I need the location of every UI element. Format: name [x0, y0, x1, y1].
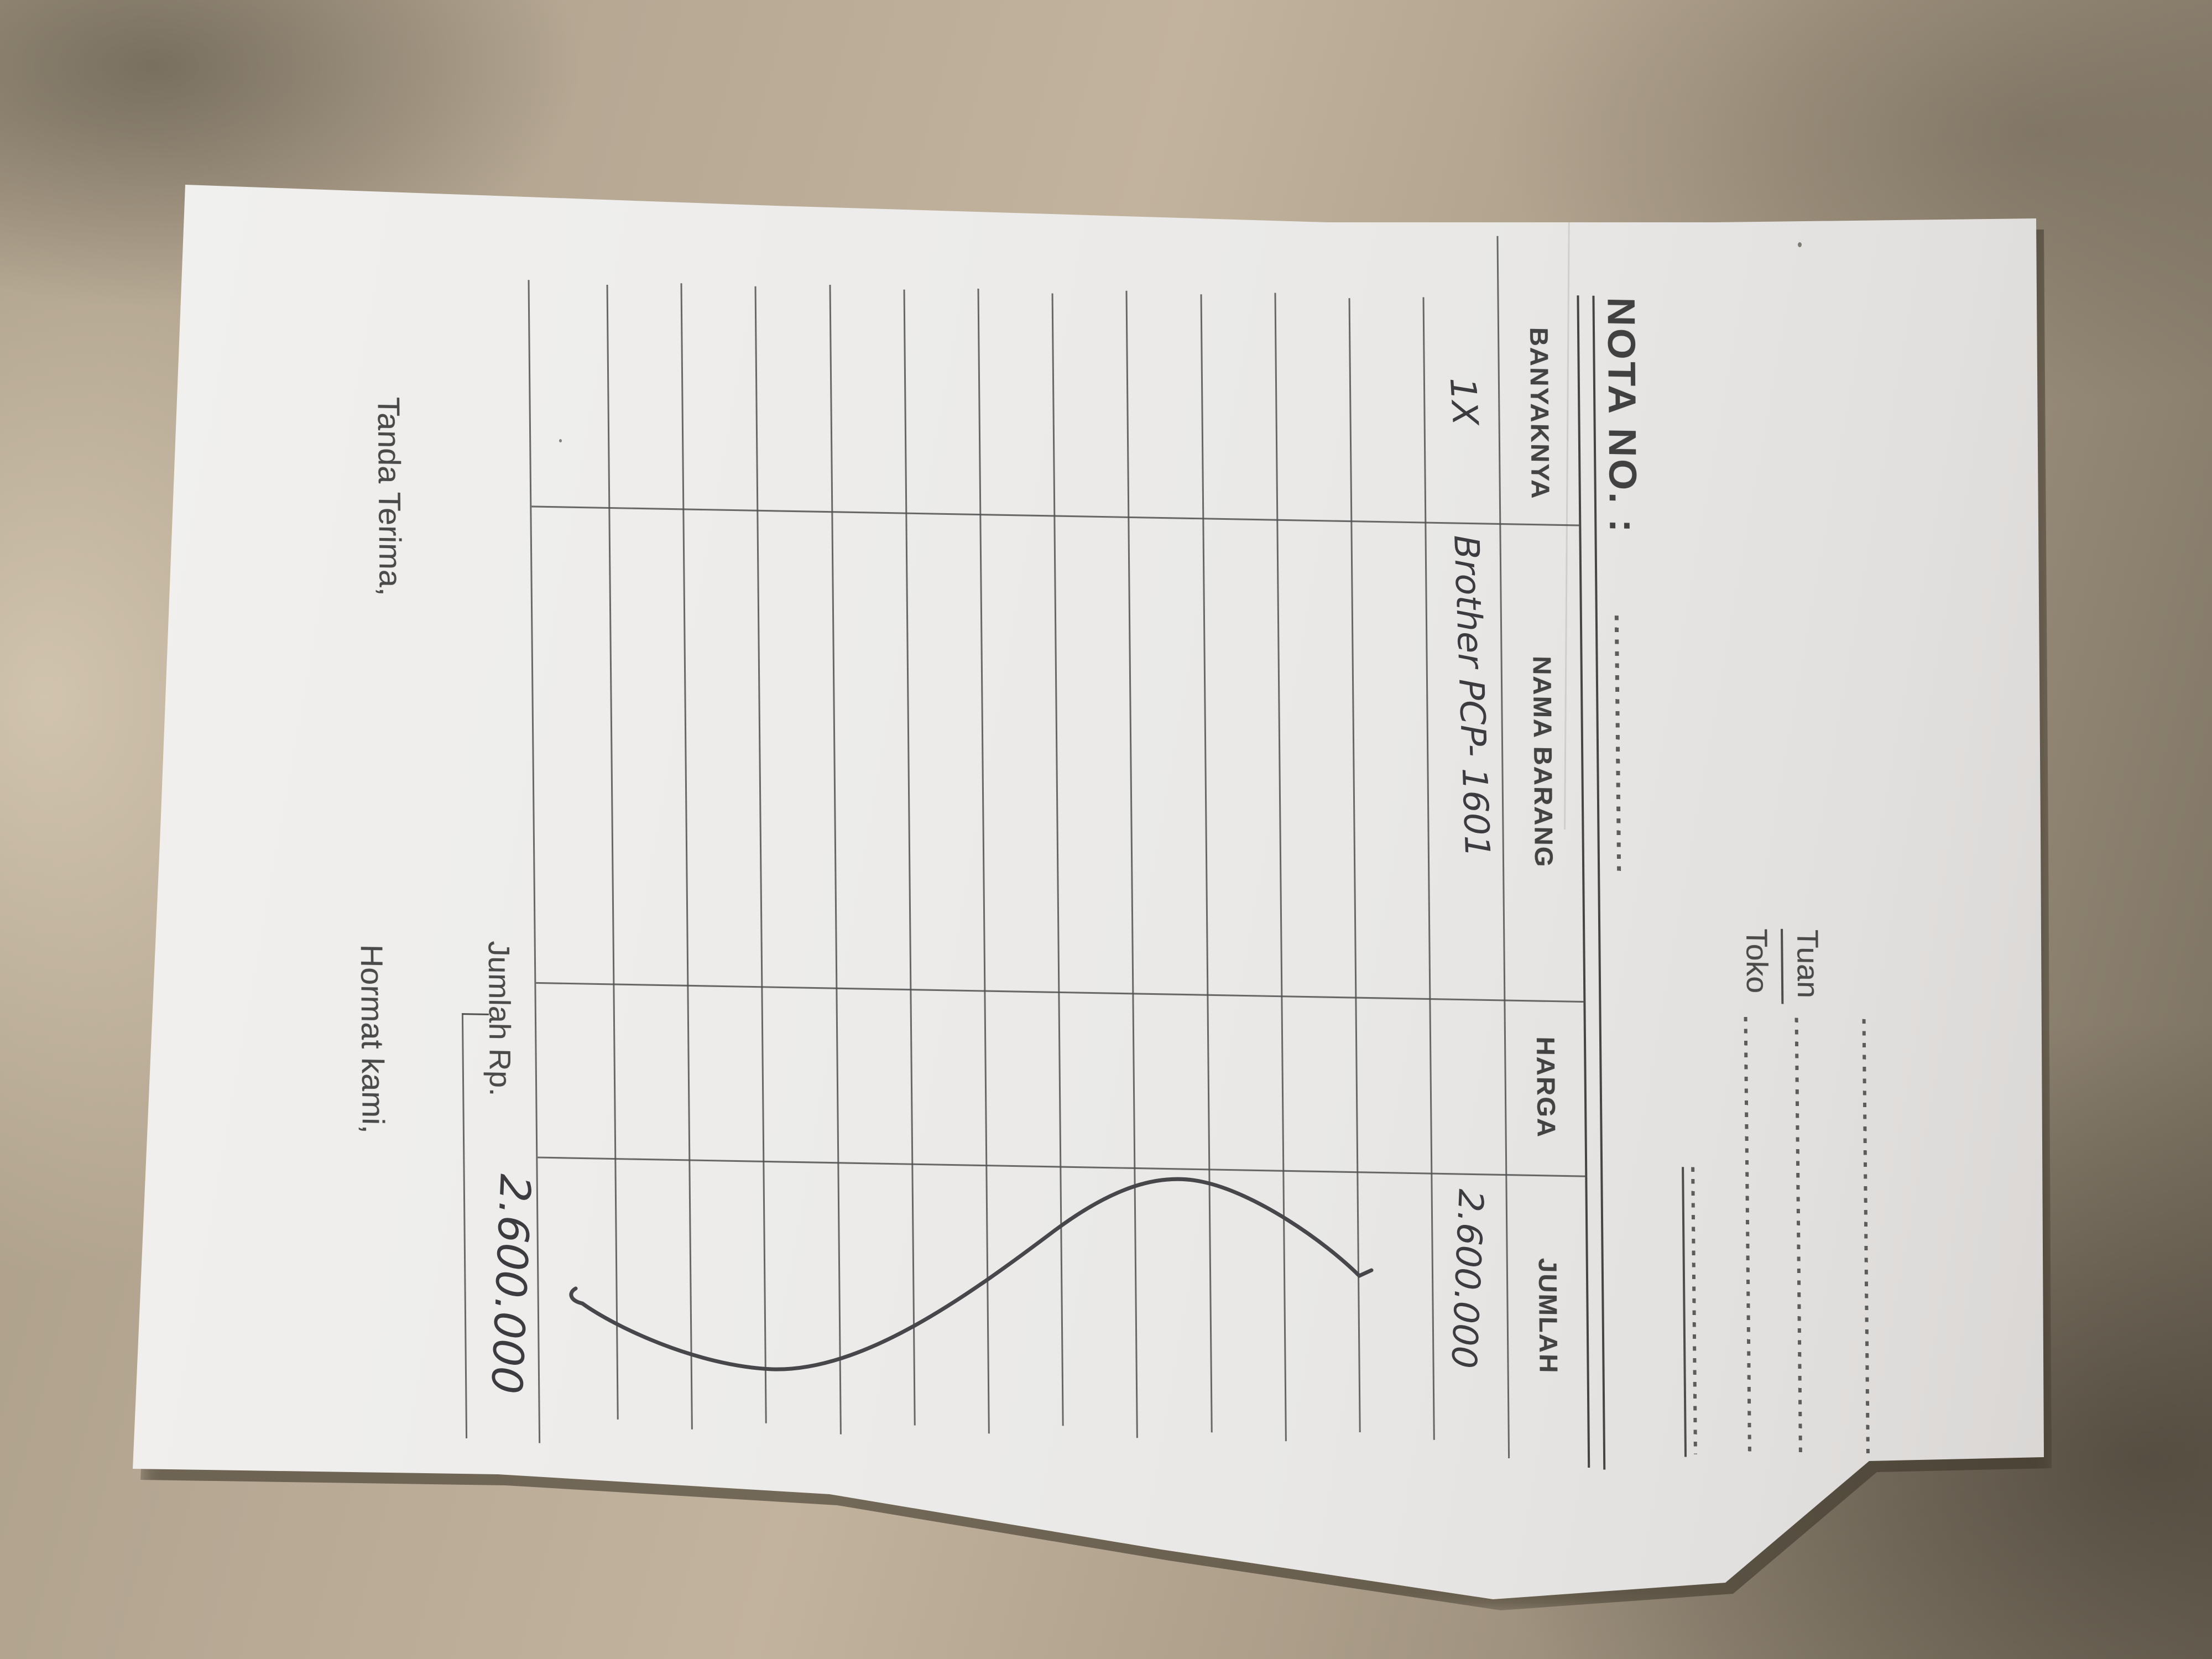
table-row-line	[680, 283, 693, 1430]
table-row-line	[754, 286, 767, 1423]
column-separator-2	[536, 982, 1585, 1003]
header-jumlah: JUMLAH	[1533, 1258, 1563, 1374]
table-row-line	[829, 285, 842, 1434]
table-row-line	[977, 288, 990, 1434]
total-box-tick	[462, 1013, 489, 1016]
hormat-kami-label: Hormat kami,	[354, 944, 391, 1134]
handwritten-qty: 1X	[1441, 377, 1485, 426]
tuan-underline-rule	[1781, 928, 1784, 1004]
blank-dotted-line-2	[1691, 1167, 1697, 1454]
handwritten-total-amount: 2.600.000	[482, 1172, 540, 1396]
table-row-line	[1200, 294, 1213, 1433]
column-separator-3	[538, 1156, 1587, 1177]
receipt-paper: Tuan Toko NOTA NO. : BANYAKNYA NAMA BARA…	[133, 185, 2044, 1599]
nota-number-dotted-line	[1614, 615, 1621, 877]
table-row-line	[903, 289, 916, 1426]
header-nama-barang: NAMA BARANG	[1527, 655, 1559, 869]
tuan-label: Tuan	[1791, 929, 1825, 999]
handwritten-amount-row1: 2.600.000	[1443, 1188, 1491, 1370]
column-separator-1	[531, 505, 1580, 526]
handwritten-item: Brother PCP- 1601	[1446, 535, 1498, 858]
table-row-line	[1348, 298, 1361, 1433]
nota-title: NOTA NO. :	[1599, 297, 1645, 535]
tuan-dotted-line	[1794, 1018, 1803, 1458]
header-harga: HARGA	[1531, 1036, 1561, 1139]
toko-dotted-line	[1744, 1016, 1751, 1455]
toko-label: Toko	[1740, 928, 1774, 994]
table-row-line	[1422, 297, 1435, 1440]
table-row-line	[1125, 290, 1138, 1438]
tanda-terima-label: Tanda Terima,	[371, 396, 408, 597]
paper-speck	[1798, 242, 1802, 247]
blank-dotted-line-1	[1862, 1019, 1870, 1459]
total-box-bottom-line	[461, 1013, 468, 1439]
blank-solid-rule	[1682, 1167, 1687, 1457]
table-row-line	[606, 284, 619, 1420]
total-label: Jumlah Rp.	[482, 941, 517, 1097]
table-row-line	[1051, 293, 1064, 1426]
nota-content: Tuan Toko NOTA NO. : BANYAKNYA NAMA BARA…	[184, 185, 2044, 1583]
table-row-line	[1274, 293, 1287, 1442]
paper-speck	[559, 439, 562, 442]
